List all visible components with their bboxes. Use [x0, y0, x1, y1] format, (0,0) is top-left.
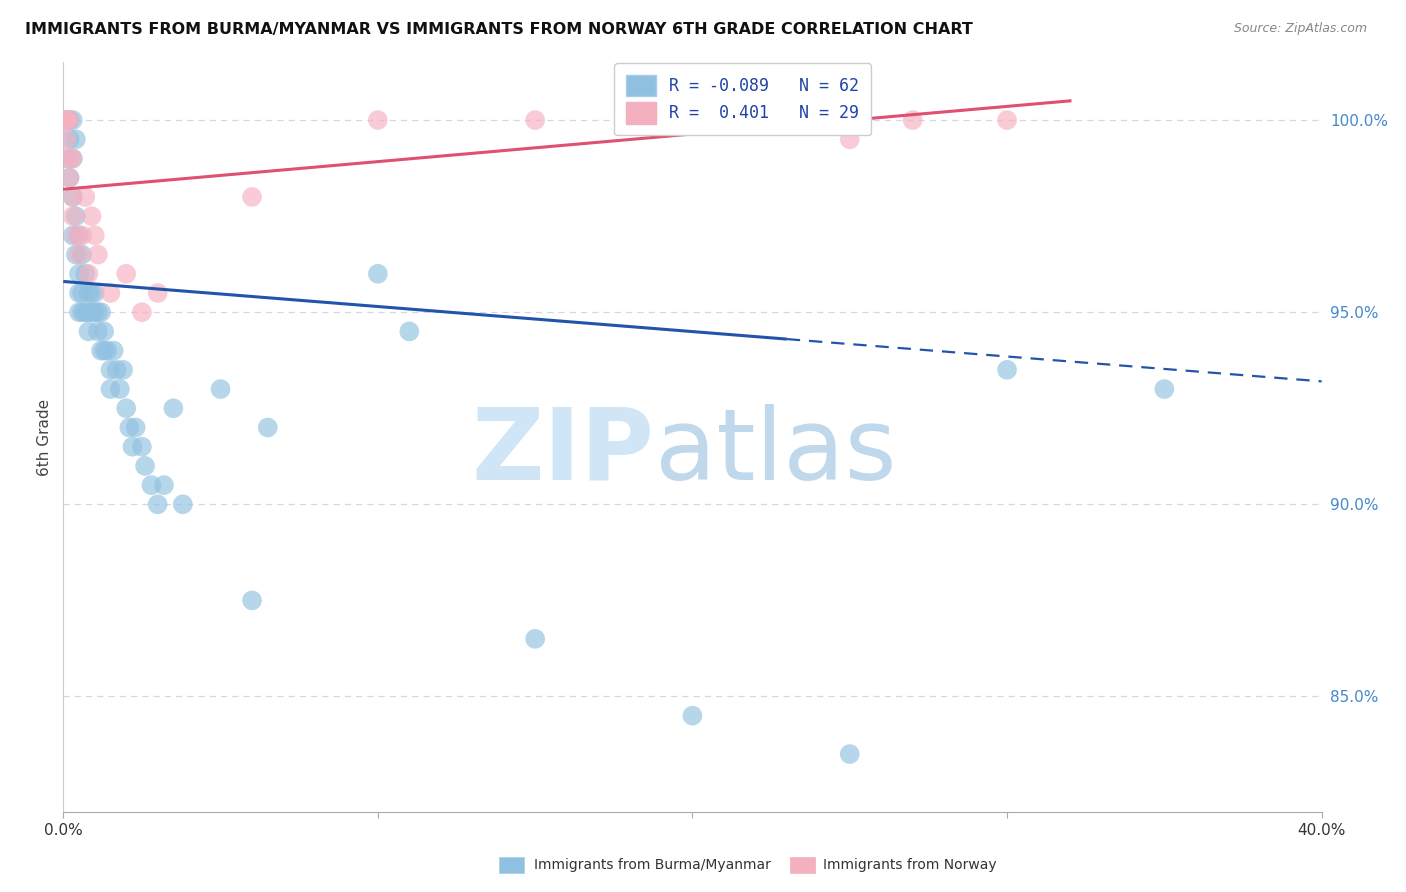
Point — [100, 285, 122, 300]
Point — [108, 382, 131, 396]
Point — [524, 632, 547, 646]
Point — [124, 420, 146, 434]
Point — [62, 190, 84, 204]
Point — [77, 285, 100, 300]
Point — [80, 209, 103, 223]
Text: Source: ZipAtlas.com: Source: ZipAtlas.com — [1233, 22, 1367, 36]
Point — [83, 228, 105, 243]
Point — [65, 247, 87, 261]
Point — [146, 497, 169, 511]
Point — [121, 440, 143, 454]
Point — [240, 190, 263, 204]
Point — [995, 113, 1018, 128]
Point — [172, 497, 194, 511]
Point — [80, 285, 103, 300]
Point — [55, 113, 77, 128]
Point — [62, 190, 84, 204]
Point — [75, 305, 97, 319]
Point — [105, 363, 128, 377]
Point — [131, 440, 153, 454]
Point — [62, 152, 84, 166]
Point — [70, 247, 93, 261]
Point — [995, 363, 1018, 377]
Point — [901, 113, 924, 128]
Legend: R = -0.089   N = 62, R =  0.401   N = 29: R = -0.089 N = 62, R = 0.401 N = 29 — [614, 63, 872, 136]
Text: ZIP: ZIP — [472, 403, 655, 500]
Point — [134, 458, 156, 473]
Text: IMMIGRANTS FROM BURMA/MYANMAR VS IMMIGRANTS FROM NORWAY 6TH GRADE CORRELATION CH: IMMIGRANTS FROM BURMA/MYANMAR VS IMMIGRA… — [25, 22, 973, 37]
Point — [115, 267, 138, 281]
Point — [70, 285, 93, 300]
Point — [58, 113, 80, 128]
Point — [115, 401, 138, 416]
Text: atlas: atlas — [655, 403, 897, 500]
Point — [146, 285, 169, 300]
Point — [100, 363, 122, 377]
Point — [58, 152, 80, 166]
Point — [398, 325, 420, 339]
Point — [112, 363, 135, 377]
Point — [367, 113, 389, 128]
Point — [67, 247, 90, 261]
Text: Immigrants from Burma/Myanmar: Immigrants from Burma/Myanmar — [534, 858, 770, 872]
Point — [131, 305, 153, 319]
Point — [75, 190, 97, 204]
Point — [93, 343, 115, 358]
Point — [83, 305, 105, 319]
Point — [62, 209, 84, 223]
Point — [62, 152, 84, 166]
Point — [77, 325, 100, 339]
Point — [682, 113, 704, 128]
Point — [62, 113, 84, 128]
Point — [838, 747, 860, 761]
Point — [70, 228, 93, 243]
Point — [367, 267, 389, 281]
Point — [77, 267, 100, 281]
Point — [55, 113, 77, 128]
Point — [58, 113, 80, 128]
Point — [65, 132, 87, 146]
Point — [58, 132, 80, 146]
Point — [75, 267, 97, 281]
Point — [524, 113, 547, 128]
Point — [256, 420, 278, 434]
Point — [103, 343, 125, 358]
Point — [118, 420, 141, 434]
Point — [67, 305, 90, 319]
Point — [58, 170, 80, 185]
Point — [55, 132, 77, 146]
Point — [67, 228, 90, 243]
Point — [93, 325, 115, 339]
Point — [153, 478, 176, 492]
Point — [83, 285, 105, 300]
Point — [55, 152, 77, 166]
Point — [55, 113, 77, 128]
Point — [87, 247, 110, 261]
Point — [87, 305, 110, 319]
Point — [682, 708, 704, 723]
Point — [162, 401, 184, 416]
Point — [141, 478, 163, 492]
Point — [90, 343, 112, 358]
Point — [96, 343, 118, 358]
Point — [67, 267, 90, 281]
Point — [80, 305, 103, 319]
Point — [58, 170, 80, 185]
Point — [838, 132, 860, 146]
Point — [65, 209, 87, 223]
Point — [100, 382, 122, 396]
Point — [1153, 382, 1175, 396]
Text: Immigrants from Norway: Immigrants from Norway — [823, 858, 995, 872]
Point — [87, 325, 110, 339]
Point — [209, 382, 232, 396]
Point — [240, 593, 263, 607]
Y-axis label: 6th Grade: 6th Grade — [37, 399, 52, 475]
Point — [62, 228, 84, 243]
Point — [90, 305, 112, 319]
Point — [55, 113, 77, 128]
Point — [77, 305, 100, 319]
Point — [65, 228, 87, 243]
Point — [67, 285, 90, 300]
Point — [70, 305, 93, 319]
